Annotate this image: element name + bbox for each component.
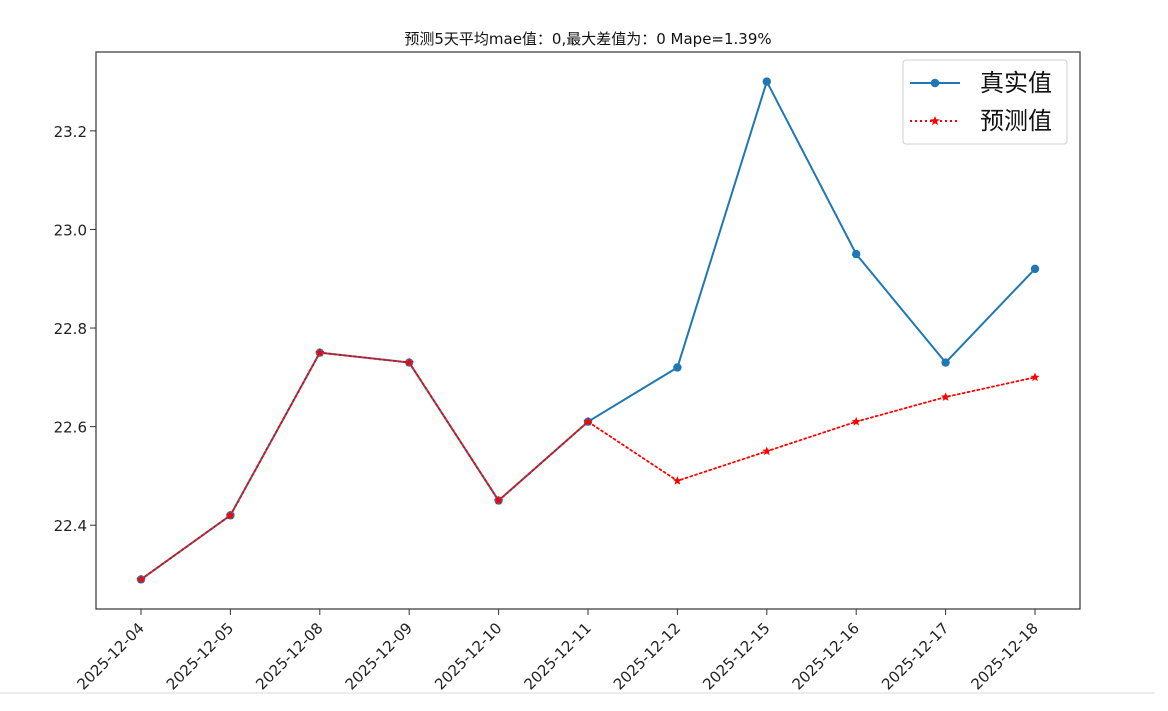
y-tick-label: 22.6 [54, 419, 87, 437]
legend: 真实值 预测值 [902, 59, 1068, 145]
legend-box [902, 59, 1068, 145]
series-true-point [852, 249, 861, 259]
series-pred-point [762, 446, 772, 456]
series-true-point [762, 77, 771, 86]
series-pred-point [851, 416, 861, 426]
y-axis-ticks: 22.4 22.6 22.8 23.0 23.2 [54, 123, 96, 535]
series-pred-point [672, 476, 682, 485]
series-pred-point [404, 357, 414, 367]
y-tick-label: 22.4 [54, 517, 87, 535]
series-pred-point [225, 510, 235, 520]
legend-true-marker [930, 78, 940, 88]
series-true-point [941, 358, 950, 367]
series-pred-point [136, 574, 146, 584]
y-tick-label: 23.0 [54, 221, 87, 239]
series-pred-point [315, 347, 325, 357]
chart-title: 预测5天平均mae值：0,最大差值为：0 Mape=1.39% [404, 30, 771, 48]
series-pred-point [941, 392, 951, 401]
series-pred-point [583, 416, 593, 426]
series-pred-point [1030, 372, 1040, 382]
series-true-point [1030, 264, 1040, 274]
y-tick-label: 22.8 [54, 320, 87, 338]
series-layer [136, 77, 1040, 584]
legend-true-label: 真实值 [980, 69, 1052, 97]
y-tick-label: 23.2 [54, 123, 87, 141]
legend-pred-marker [930, 115, 940, 126]
series-pred-point [494, 495, 504, 505]
legend-pred-label: 预测值 [980, 107, 1052, 135]
series-true-point [673, 363, 682, 372]
